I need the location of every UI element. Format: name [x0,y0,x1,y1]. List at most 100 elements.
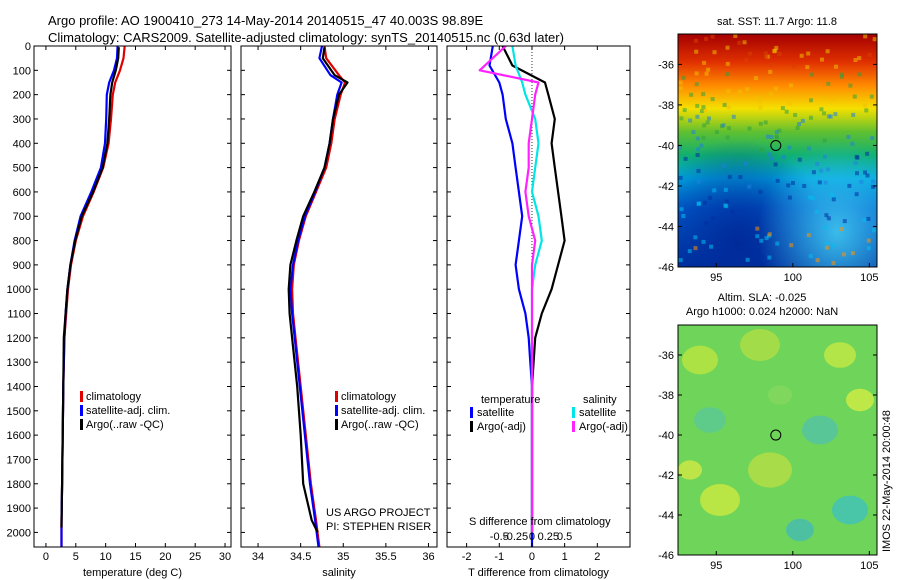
sst-pixel [755,226,760,231]
depth-tick-label: 1700 [7,454,31,466]
sst-pixel [695,136,700,141]
x-tick-label: 10 [100,551,112,563]
sst-pixel [854,192,859,197]
sst-pixel [777,52,782,56]
map-y-tick-label: -40 [658,140,674,152]
x-tick-label: -1 [494,551,504,563]
legend-swatch [335,405,338,416]
sst-pixel [831,97,836,102]
sst-pixel [810,72,814,77]
sst-pixel [744,58,749,62]
s-tick-label: 0.25 [538,531,559,543]
s-difference-label: S difference from climatology [469,516,611,528]
sla-map-subtitle: Argo h1000: 0.024 h2000: NaN [686,306,838,318]
sla-blob [832,495,868,525]
sst-pixel [681,75,686,80]
depth-tick-label: 400 [13,138,31,150]
sst-pixel [745,257,750,262]
temperature-panel: 0100200300400500600700800900100011001200… [7,41,232,579]
sst-pixel [839,74,844,79]
legend-label: Argo(..raw -QC) [86,419,164,431]
sst-pixel [712,188,717,193]
sst-pixel [688,118,693,123]
sst-pixel [758,189,763,194]
sst-pixel [781,154,786,159]
sst-pixel [753,76,758,81]
sst-pixel [866,216,871,221]
sst-pixel [863,103,868,108]
sst-pixel [825,245,829,250]
salinity-series-climatology-line [291,45,347,548]
sst-pixel [705,120,710,125]
sla-map-frame [677,324,878,556]
legend-label: Argo(-adj) [477,421,526,433]
sst-map-frame [677,33,878,268]
legend-swatch [335,391,338,402]
sst-pixel [768,91,773,96]
sst-pixel [758,105,763,110]
sst-pixel [819,107,824,112]
sst-pixel [697,201,702,206]
map-x-tick-label: 105 [860,272,878,284]
map-x-tick-label: 105 [860,560,878,572]
depth-tick-label: 500 [13,163,31,175]
sst-pixel [822,111,827,116]
sla-blob [846,388,874,412]
sst-pixel [811,170,816,175]
sst-pixel [702,200,707,205]
sla-blob [824,342,856,368]
sst-pixel [742,40,747,45]
legend-header-temperature: temperature [481,394,540,406]
sla-blob [768,385,792,405]
depth-tick-label: 900 [13,260,31,272]
sst-pixel [696,179,701,184]
project-label: US ARGO PROJECT [326,507,431,519]
sst-pixel [701,92,706,97]
sst-pixel [681,214,686,218]
sst-pixel [759,148,764,152]
sst-pixel [853,58,858,62]
map-x-tick-label: 95 [710,560,722,572]
difference-panel: -2 -1 0 1 2 T difference from climatology -0.5… [446,45,631,579]
sst-pixel [815,162,820,166]
sst-map-panel: sat. SST: 11.7 Argo: 11.8 -36 -38 -40 -42 -4… [658,16,878,284]
sst-pixel [817,180,822,185]
x-tick-label: 35.5 [375,551,396,563]
sst-pixel [870,136,875,141]
sst-pixel [696,147,701,152]
sst-pixel [866,238,871,243]
sst-pixel [850,141,855,146]
temperature-xlabel: temperature (deg C) [83,567,182,579]
sst-pixel [833,112,838,117]
sst-pixel [739,223,744,228]
temperature-frame [33,45,232,548]
sst-pixel [679,207,684,212]
profile-panels: 0100200300400500600700800900100011001200… [7,41,631,579]
sst-pixel [871,184,876,189]
sst-pixel [863,34,868,39]
map-x-tick-label: 100 [784,560,802,572]
s-tick-label: -0.5 [490,531,509,543]
sst-pixel [869,94,874,99]
sst-pixel [809,98,813,103]
sst-pixel [826,114,831,119]
sst-pixel [773,162,778,167]
sst-pixel [819,168,824,173]
sst-pixel [855,171,859,176]
sst-map-title: sat. SST: 11.7 Argo: 11.8 [717,16,837,28]
sst-pixel [792,64,797,69]
sst-pixel [687,249,692,254]
sst-pixel [821,95,826,100]
sst-pixel [682,108,687,113]
sst-pixel [755,96,760,100]
map-y-tick-label: -36 [658,350,674,362]
map-y-tick-label: -36 [658,59,674,71]
sst-pixel [695,103,700,108]
sla-blob [802,415,838,445]
sst-pixel [701,105,706,110]
salinity-panel: 34 34.5 35 35.5 36 salinity climatology satelli… [240,45,438,579]
difference-series-satellite-line [511,45,543,533]
legend-swatch [80,419,83,430]
difference-xlabel: T difference from climatology [468,567,609,579]
